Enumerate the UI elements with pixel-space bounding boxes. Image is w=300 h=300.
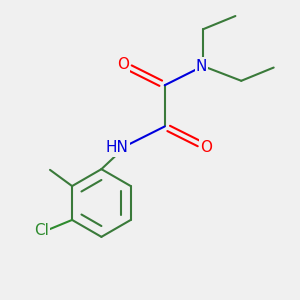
Text: HN: HN [106, 140, 129, 155]
Text: Cl: Cl [34, 223, 49, 238]
Text: O: O [117, 56, 129, 71]
Text: N: N [196, 58, 207, 74]
Text: O: O [200, 140, 212, 155]
